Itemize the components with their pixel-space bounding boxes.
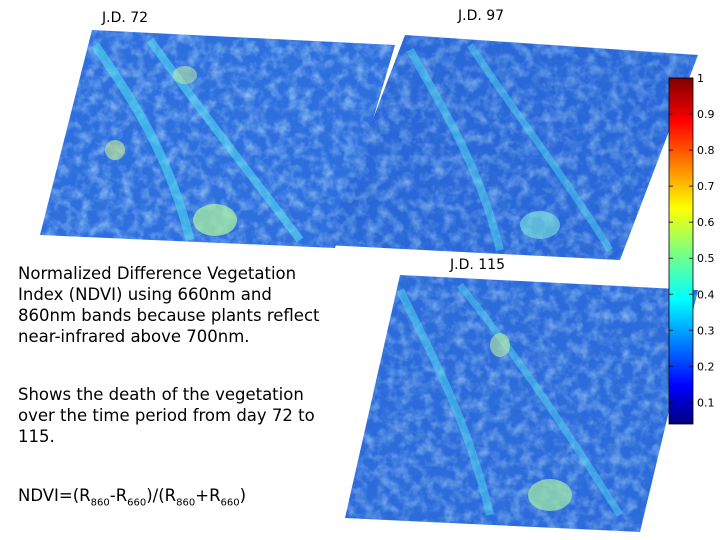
description-paragraph-1: Normalized Difference Vegetation Index (… [18, 264, 320, 346]
formula-part: ) [239, 486, 247, 505]
description-paragraph-2: Shows the death of the vegetation over t… [18, 385, 315, 446]
formula-part: NDVI=(R [18, 486, 91, 505]
formula-sub: 860 [90, 497, 110, 509]
ndvi-formula: NDVI=(R860-R660)/(R860+R660) [18, 485, 328, 513]
colorbar-tick-label: 0.1 [697, 396, 715, 409]
colorbar-tick-label: 1 [697, 72, 704, 85]
colorbar-tick-label: 0.7 [697, 180, 715, 193]
colorbar-tick-label: 0.4 [697, 288, 715, 301]
formula-part: +R [195, 486, 221, 505]
colorbar-tick-label: 0.9 [697, 108, 715, 121]
colorbar-tick-label: 0.6 [697, 216, 715, 229]
colorbar-tick-label: 0.5 [697, 252, 715, 265]
formula-part: )/(R [146, 486, 177, 505]
colorbar-tick-label: 0.3 [697, 324, 715, 337]
formula-sub: 860 [176, 497, 196, 509]
colorbar-tick-label: 0.2 [697, 360, 715, 373]
formula-sub: 660 [127, 497, 147, 509]
formula-sub: 660 [220, 497, 240, 509]
colorbar-tick-label: 0.8 [697, 144, 715, 157]
formula-part: -R [109, 486, 128, 505]
panel-label-jd72: J.D. 72 [102, 10, 149, 26]
panel-label-jd115: J.D. 115 [450, 257, 505, 273]
colorbar-gradient [668, 77, 694, 425]
panel-label-jd97: J.D. 97 [458, 8, 505, 24]
